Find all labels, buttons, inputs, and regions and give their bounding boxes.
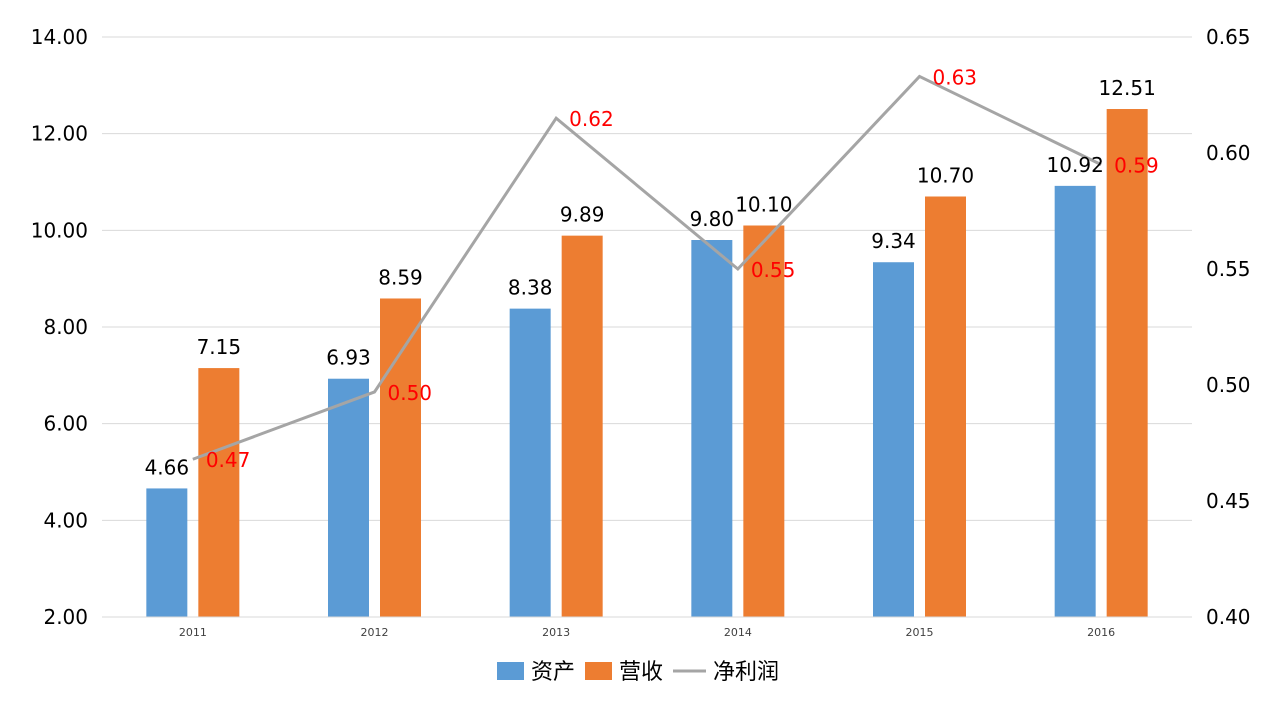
line-series <box>192 74 1102 461</box>
legend-swatch <box>585 662 612 680</box>
bar <box>873 262 914 617</box>
bar-data-label: 10.10 <box>735 193 792 217</box>
bar <box>743 225 785 617</box>
bar <box>146 488 188 617</box>
bar-data-label: 10.70 <box>917 164 974 188</box>
y-right-tick-label: 0.55 <box>1206 257 1251 281</box>
legend-label: 资产 <box>531 660 575 685</box>
bar-data-label: 6.93 <box>326 346 371 370</box>
bar-data-label: 10.92 <box>1047 153 1104 177</box>
line-series-path <box>192 74 1102 461</box>
bar-data-label: 9.34 <box>871 229 916 253</box>
x-tick-label: 2011 <box>179 626 207 639</box>
bar <box>691 240 733 617</box>
y-right-tick-label: 0.50 <box>1206 373 1251 397</box>
bar-data-label: 8.59 <box>378 265 423 289</box>
y-right-tick-label: 0.65 <box>1206 25 1251 49</box>
line-data-label: 0.55 <box>751 258 796 282</box>
bar-data-label: 8.38 <box>508 276 553 300</box>
y-right-tick-label: 0.60 <box>1206 141 1251 165</box>
gridlines <box>102 36 1192 618</box>
bar <box>561 235 603 617</box>
bar-data-label: 12.51 <box>1099 76 1156 100</box>
bar <box>509 308 551 617</box>
legend-label: 净利润 <box>713 660 779 685</box>
x-tick-label: 2013 <box>542 626 570 639</box>
bar <box>1106 109 1148 618</box>
axes: 2.00 4.00 6.00 8.00 10.00 12.00 14.00 0.40 0.45 0… <box>31 25 1251 639</box>
bar <box>925 196 966 617</box>
y-right-tick-label: 0.40 <box>1206 605 1251 629</box>
bar <box>1054 185 1096 617</box>
y-left-tick-label: 4.00 <box>43 508 88 532</box>
bars <box>146 109 1148 618</box>
x-tick-label: 2015 <box>906 626 934 639</box>
x-tick-label: 2014 <box>724 626 752 639</box>
line-data-label: 0.50 <box>388 381 433 405</box>
y-left-tick-label: 2.00 <box>43 605 88 629</box>
y-left-tick-label: 8.00 <box>43 315 88 339</box>
bar-data-label: 4.66 <box>145 455 190 479</box>
y-left-tick-label: 14.00 <box>31 25 88 49</box>
bar-data-label: 9.89 <box>560 203 605 227</box>
bar-data-label: 7.15 <box>197 335 242 359</box>
y-left-tick-label: 6.00 <box>43 412 88 436</box>
bar-data-label: 9.80 <box>690 207 735 231</box>
line-data-label: 0.63 <box>933 65 978 89</box>
line-data-label: 0.59 <box>1114 154 1159 178</box>
y-left-tick-label: 10.00 <box>31 218 88 242</box>
x-tick-label: 2012 <box>361 626 389 639</box>
line-data-label: 0.47 <box>206 448 251 472</box>
y-right-tick-label: 0.45 <box>1206 489 1251 513</box>
data-labels: 4.66 6.93 8.38 9.80 9.34 10.92 7.15 8.59 9.89 10.… <box>145 65 1159 479</box>
legend-swatch <box>497 662 524 680</box>
line-data-label: 0.62 <box>569 107 614 131</box>
legend-label: 营收 <box>619 660 663 685</box>
bar <box>198 368 240 617</box>
bar <box>328 378 369 617</box>
y-left-tick-label: 12.00 <box>31 122 88 146</box>
bar <box>380 298 421 617</box>
x-tick-label: 2016 <box>1087 626 1115 639</box>
legend: 资产 营收 净利润 <box>497 660 779 685</box>
